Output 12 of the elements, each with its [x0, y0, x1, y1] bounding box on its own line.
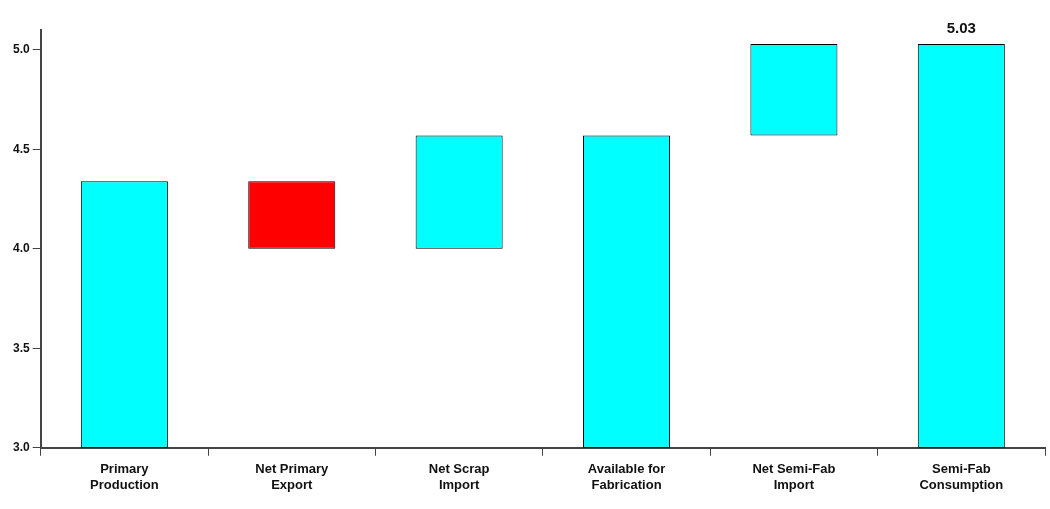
x-tick-label: Net Scrap Import	[428, 461, 490, 492]
x-tick-label: Net Semi-Fab Import	[752, 461, 836, 492]
y-tick-label: 5.0	[12, 42, 30, 57]
x-tick-label: Available for Fabrication	[587, 461, 666, 492]
x-tick-label: Semi-Fab Consumption	[919, 461, 1004, 492]
y-tick-label: 3.5	[12, 340, 30, 355]
x-tick-label: Net Primary Export	[255, 461, 330, 492]
x-tick-label: Primary Production	[90, 461, 159, 492]
y-tick-label: 4.5	[12, 141, 30, 156]
y-tick-label: 4.0	[12, 241, 30, 256]
data-label: 5.03	[946, 18, 976, 36]
y-tick-label: 3.0	[12, 440, 30, 455]
